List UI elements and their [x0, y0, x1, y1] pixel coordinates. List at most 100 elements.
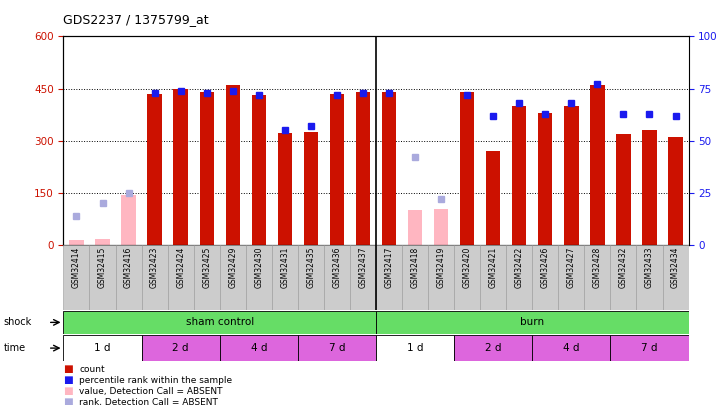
Text: GSM32416: GSM32416 — [124, 247, 133, 288]
Text: 7 d: 7 d — [329, 343, 345, 353]
Bar — [558, 245, 584, 310]
Bar — [584, 245, 611, 310]
Text: rank, Detection Call = ABSENT: rank, Detection Call = ABSENT — [79, 398, 218, 405]
Text: value, Detection Call = ABSENT: value, Detection Call = ABSENT — [79, 387, 223, 396]
Bar — [486, 151, 500, 245]
Bar — [220, 245, 246, 310]
Text: 1 d: 1 d — [407, 343, 423, 353]
Text: shock: shock — [4, 318, 32, 327]
Text: GSM32417: GSM32417 — [384, 247, 394, 288]
Bar — [246, 245, 272, 310]
Bar — [616, 134, 631, 245]
Bar — [194, 245, 220, 310]
Bar — [167, 245, 194, 310]
Bar — [637, 245, 663, 310]
Bar — [63, 245, 89, 310]
Text: ■: ■ — [63, 386, 74, 396]
Bar — [304, 132, 318, 245]
Bar — [69, 240, 84, 245]
Bar — [298, 245, 324, 310]
Text: percentile rank within the sample: percentile rank within the sample — [79, 376, 232, 385]
Bar — [532, 335, 611, 361]
Text: GSM32436: GSM32436 — [332, 247, 342, 288]
Text: ■: ■ — [63, 375, 74, 385]
Bar — [565, 106, 578, 245]
Bar — [121, 195, 136, 245]
Text: GSM32434: GSM32434 — [671, 247, 680, 288]
Bar — [512, 106, 526, 245]
Bar — [89, 245, 115, 310]
Bar — [200, 92, 214, 245]
Bar — [174, 89, 187, 245]
Bar — [538, 113, 552, 245]
Bar — [376, 245, 402, 310]
Bar — [298, 335, 376, 361]
Text: GSM32435: GSM32435 — [306, 247, 315, 288]
Text: 2 d: 2 d — [485, 343, 502, 353]
Text: GSM32427: GSM32427 — [567, 247, 576, 288]
Bar — [454, 335, 532, 361]
Bar — [148, 94, 162, 245]
Bar — [141, 245, 167, 310]
Text: GSM32420: GSM32420 — [463, 247, 472, 288]
Bar — [278, 133, 292, 245]
Bar — [402, 245, 428, 310]
Bar — [350, 245, 376, 310]
Bar — [324, 245, 350, 310]
Bar — [329, 94, 344, 245]
Text: GSM32419: GSM32419 — [437, 247, 446, 288]
Bar — [252, 95, 266, 245]
Bar — [63, 311, 376, 334]
Text: GSM32432: GSM32432 — [619, 247, 628, 288]
Bar — [532, 245, 558, 310]
Bar — [663, 245, 689, 310]
Bar — [356, 92, 370, 245]
Bar — [408, 210, 423, 245]
Bar — [141, 335, 220, 361]
Text: ■: ■ — [63, 364, 74, 374]
Bar — [434, 209, 448, 245]
Text: GSM32428: GSM32428 — [593, 247, 602, 288]
Text: GSM32418: GSM32418 — [410, 247, 420, 288]
Bar — [220, 335, 298, 361]
Text: GSM32430: GSM32430 — [255, 247, 263, 288]
Bar — [376, 311, 689, 334]
Text: GSM32415: GSM32415 — [98, 247, 107, 288]
Bar — [460, 92, 474, 245]
Text: GSM32431: GSM32431 — [280, 247, 289, 288]
Text: GSM32423: GSM32423 — [150, 247, 159, 288]
Text: 7 d: 7 d — [641, 343, 658, 353]
Bar — [668, 136, 683, 245]
Text: 2 d: 2 d — [172, 343, 189, 353]
Bar — [428, 245, 454, 310]
Bar — [480, 245, 506, 310]
Bar — [272, 245, 298, 310]
Bar — [115, 245, 141, 310]
Text: GSM32422: GSM32422 — [515, 247, 523, 288]
Bar — [454, 245, 480, 310]
Text: burn: burn — [521, 318, 544, 327]
Text: 4 d: 4 d — [563, 343, 580, 353]
Text: GDS2237 / 1375799_at: GDS2237 / 1375799_at — [63, 13, 209, 26]
Text: GSM32429: GSM32429 — [229, 247, 237, 288]
Text: GSM32426: GSM32426 — [541, 247, 550, 288]
Text: GSM32425: GSM32425 — [202, 247, 211, 288]
Bar — [611, 245, 637, 310]
Bar — [63, 335, 141, 361]
Bar — [506, 245, 532, 310]
Bar — [590, 85, 604, 245]
Text: sham control: sham control — [185, 318, 254, 327]
Text: time: time — [4, 343, 26, 353]
Bar — [611, 335, 689, 361]
Text: GSM32424: GSM32424 — [176, 247, 185, 288]
Bar — [376, 335, 454, 361]
Bar — [95, 239, 110, 245]
Bar — [382, 92, 396, 245]
Text: 1 d: 1 d — [94, 343, 111, 353]
Text: GSM32421: GSM32421 — [489, 247, 497, 288]
Text: 4 d: 4 d — [250, 343, 267, 353]
Text: GSM32433: GSM32433 — [645, 247, 654, 288]
Bar — [226, 85, 240, 245]
Bar — [642, 130, 657, 245]
Text: GSM32414: GSM32414 — [72, 247, 81, 288]
